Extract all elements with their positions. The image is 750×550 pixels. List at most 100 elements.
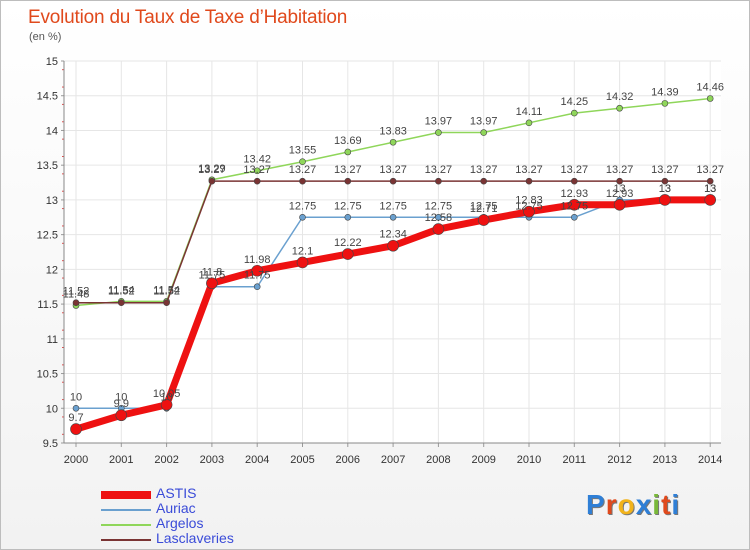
- data-point: [570, 109, 578, 117]
- data-point: [389, 138, 397, 146]
- data-point: [523, 205, 535, 218]
- data-point: [616, 104, 623, 112]
- data-label: 11.8: [202, 266, 223, 278]
- data-label: 13.27: [334, 164, 362, 176]
- y-tick-label: 10.5: [37, 369, 58, 381]
- y-tick-label: 13.5: [37, 160, 58, 172]
- legend-item-argelos: Argelos: [101, 515, 321, 532]
- data-point: [432, 223, 445, 235]
- data-label: 12.83: [515, 195, 543, 207]
- data-point: [208, 177, 216, 185]
- y-tick-label: 9.5: [43, 438, 58, 450]
- data-label: 10: [160, 391, 172, 403]
- data-label: 13.27: [515, 164, 543, 176]
- chart-title: Evolution du Taux de Taxe d’Habitation: [28, 7, 348, 28]
- data-point: [616, 177, 623, 185]
- x-tick-label: 2007: [381, 454, 405, 466]
- data-point: [299, 177, 306, 185]
- data-label: 13.42: [243, 154, 271, 166]
- data-label: 12.75: [561, 200, 589, 212]
- data-point: [659, 194, 671, 206]
- data-point: [613, 198, 626, 211]
- data-point: [70, 423, 82, 435]
- logo-letter: i: [652, 489, 662, 520]
- y-tick-label: 15: [46, 56, 58, 68]
- data-label: 11.52: [108, 286, 135, 298]
- data-label: 13.27: [561, 164, 589, 176]
- data-point: [477, 214, 490, 226]
- data-point: [163, 299, 170, 307]
- logo-letter: x: [635, 489, 653, 520]
- data-label: 14.11: [516, 106, 543, 118]
- data-point: [118, 299, 125, 307]
- data-label: 13: [659, 183, 671, 195]
- data-label: 12.34: [379, 229, 407, 241]
- data-point: [661, 177, 669, 185]
- proxiti-logo: Proxiti: [586, 489, 680, 521]
- data-point: [435, 177, 442, 185]
- x-tick-label: 2011: [562, 454, 586, 466]
- data-label: 11.54: [108, 284, 135, 296]
- data-label: 14.32: [606, 91, 634, 103]
- x-tick-label: 2012: [607, 454, 631, 466]
- data-label: 9.9: [114, 398, 129, 410]
- x-tick-label: 2002: [154, 454, 178, 466]
- data-label: 11.98: [244, 254, 271, 266]
- data-label: 14.46: [696, 82, 724, 94]
- data-point: [570, 177, 578, 185]
- x-tick-label: 2004: [245, 454, 269, 466]
- data-label: 13.27: [606, 164, 634, 176]
- data-point: [389, 213, 397, 221]
- data-label: 13.83: [379, 125, 407, 137]
- data-point: [253, 167, 261, 175]
- legend-label: Argelos: [156, 515, 204, 531]
- legend-label: Lasclaveries: [156, 530, 234, 546]
- x-tick-label: 2010: [517, 454, 541, 466]
- data-point: [706, 177, 714, 185]
- logo-letter: t: [661, 489, 672, 520]
- data-point: [206, 277, 218, 290]
- data-point: [525, 177, 533, 185]
- data-point: [435, 129, 442, 136]
- y-tick-label: 14.5: [37, 91, 58, 103]
- legend-swatch: [101, 491, 151, 499]
- data-label: 12.75: [515, 200, 543, 212]
- data-point: [72, 299, 80, 307]
- logo-letter: r: [605, 489, 618, 520]
- legend-label: Auriac: [156, 500, 196, 516]
- data-label: 13.97: [470, 116, 498, 128]
- y-tick-label: 14: [46, 125, 58, 137]
- legend-swatch: [101, 524, 151, 526]
- data-label: 11.75: [244, 270, 271, 282]
- data-label: 13.27: [425, 164, 453, 176]
- data-point: [435, 213, 442, 221]
- data-point: [253, 283, 261, 291]
- data-label: 13.55: [289, 145, 317, 157]
- data-point: [387, 239, 399, 252]
- legend-item-lasclaveries: Lasclaveries: [101, 530, 321, 547]
- data-point: [341, 248, 354, 260]
- x-tick-label: 2006: [336, 454, 360, 466]
- unit-label: (en %): [29, 31, 62, 43]
- data-label: 12.58: [425, 212, 453, 224]
- data-label: 9.7: [68, 412, 83, 424]
- x-tick-label: 2009: [471, 454, 495, 466]
- x-tick-label: 2014: [698, 454, 722, 466]
- plot-area: [64, 61, 721, 443]
- data-label: 13.29: [198, 163, 226, 175]
- x-tick-label: 2005: [290, 454, 314, 466]
- data-point: [480, 129, 488, 136]
- data-point: [480, 177, 488, 185]
- x-tick-label: 2003: [200, 454, 224, 466]
- series-astis: [70, 194, 717, 435]
- data-point: [525, 119, 533, 127]
- data-point: [344, 177, 352, 185]
- data-label: 13: [704, 183, 716, 195]
- data-label: 12.75: [289, 200, 317, 212]
- data-point: [72, 404, 80, 412]
- data-label: 12.93: [606, 188, 634, 200]
- data-label: 13: [704, 183, 716, 195]
- data-label: 10.05: [153, 388, 181, 400]
- data-label: 13.27: [198, 164, 226, 176]
